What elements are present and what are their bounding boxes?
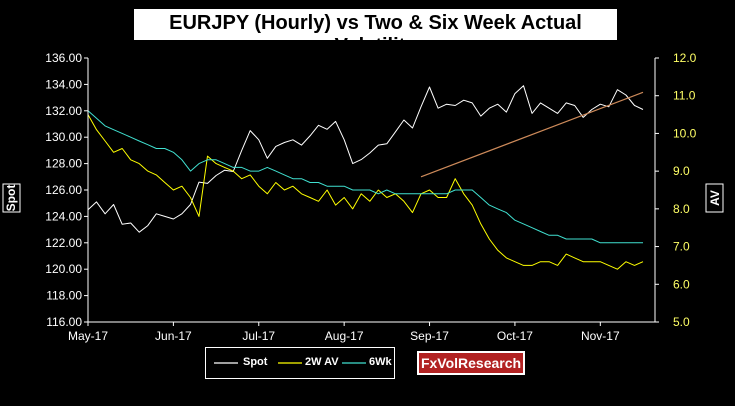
left-axis-ticks: 116.00 118.00 120.00 122.00 124.00 126.00 128.… [45, 51, 88, 329]
right-tick-label: 11.0 [673, 89, 696, 103]
x-tick-label: Jun-17 [155, 329, 192, 343]
ylabel: Spot [4, 185, 18, 212]
x-tick-label: Sep-17 [410, 329, 449, 343]
trendline-line [420, 91, 644, 178]
right-axis-ticks: 5.0 6.0 7.0 8.0 9.0 10.0 11.0 12.0 [655, 51, 697, 329]
x-tick-label: May-17 [68, 329, 108, 343]
series-line-6wk [87, 110, 643, 244]
right-tick-label: 7.0 [673, 240, 690, 254]
left-tick-label: 132.00 [45, 104, 82, 118]
series-lines [87, 85, 644, 270]
right-tick-label: 12.0 [673, 51, 697, 65]
legend-swatches [214, 362, 366, 364]
x-tick-label: Nov-17 [581, 329, 620, 343]
brand-badge: FxVolResearch [417, 351, 525, 375]
left-tick-label: 128.00 [45, 157, 82, 171]
x-tick-label: Aug-17 [325, 329, 364, 343]
right-tick-label: 10.0 [673, 126, 697, 140]
plot-area [88, 58, 655, 322]
left-tick-label: 122.00 [45, 236, 82, 250]
trendline [420, 91, 644, 178]
right-tick-label: 8.0 [673, 202, 690, 216]
left-tick-label: 136.00 [45, 51, 82, 65]
x-tick-label: Oct-17 [497, 329, 533, 343]
right-tick-label: 6.0 [673, 277, 690, 291]
title-box: EURJPY (Hourly) vs Two & Six Week Actual… [133, 8, 618, 57]
legend-label-6wk: 6Wk [369, 356, 392, 368]
left-tick-label: 124.00 [45, 209, 82, 223]
x-tick-label: Jul-17 [242, 329, 275, 343]
brand-text: FxVolResearch [420, 355, 522, 371]
legend-label-spot: Spot [243, 356, 268, 368]
left-axis-label: Spot [2, 183, 21, 213]
left-tick-label: 116.00 [46, 315, 82, 329]
chart-title: EURJPY (Hourly) vs Two & Six Week Actual… [169, 12, 582, 57]
legend-label-2w: 2W AV [305, 356, 339, 368]
left-tick-label: 134.00 [45, 77, 82, 91]
x-axis-ticks: May-17 Jun-17 Jul-17 Aug-17 Sep-17 Oct-17 Nov-… [68, 322, 620, 343]
left-tick-label: 130.00 [45, 130, 82, 144]
legend: Spot 2W AV 6Wk [205, 347, 395, 379]
left-tick-label: 126.00 [45, 183, 82, 197]
series-line-2w-av [87, 114, 644, 270]
y2label: AV [708, 190, 722, 206]
right-axis-label: AV [705, 183, 724, 213]
left-tick-label: 120.00 [45, 262, 82, 276]
right-tick-label: 5.0 [673, 315, 690, 329]
right-tick-label: 9.0 [673, 164, 690, 178]
series-line-spot [87, 85, 644, 233]
left-tick-label: 118.00 [46, 289, 82, 303]
